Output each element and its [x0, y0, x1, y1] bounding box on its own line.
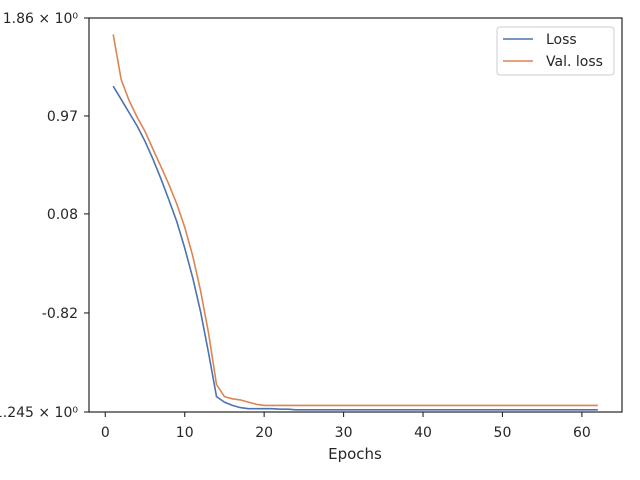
- x-axis-ticks: 0 10 20 30 40 50 60: [101, 412, 591, 441]
- y-tick-label: -0.82: [42, 306, 78, 322]
- y-axis-ticks: -1.245 × 10⁰ -0.82 0.08 0.97 1.86 × 10⁰: [0, 11, 89, 421]
- legend-label-loss: Loss: [546, 32, 577, 48]
- x-tick-label: 0: [101, 425, 110, 441]
- x-tick-label: 20: [255, 425, 273, 441]
- y-tick-label: 1.86 × 10⁰: [3, 11, 79, 27]
- series-layer: [112, 34, 598, 411]
- x-axis-label: Epochs: [328, 445, 382, 463]
- x-tick-label: 30: [335, 425, 353, 441]
- plot-frame: [88, 17, 623, 413]
- x-tick-label: 50: [494, 425, 512, 441]
- legend: Loss Val. loss: [496, 26, 615, 76]
- y-tick-label: -1.245 × 10⁰: [0, 405, 78, 421]
- y-tick-label: 0.97: [47, 109, 78, 125]
- x-tick-label: 40: [414, 425, 432, 441]
- series-line-val-loss: [112, 34, 598, 407]
- y-tick-label: 0.08: [47, 207, 78, 223]
- series-line-loss: [112, 85, 598, 411]
- x-tick-label: 60: [573, 425, 591, 441]
- legend-label-val-loss: Val. loss: [546, 54, 603, 70]
- x-tick-label: 10: [176, 425, 194, 441]
